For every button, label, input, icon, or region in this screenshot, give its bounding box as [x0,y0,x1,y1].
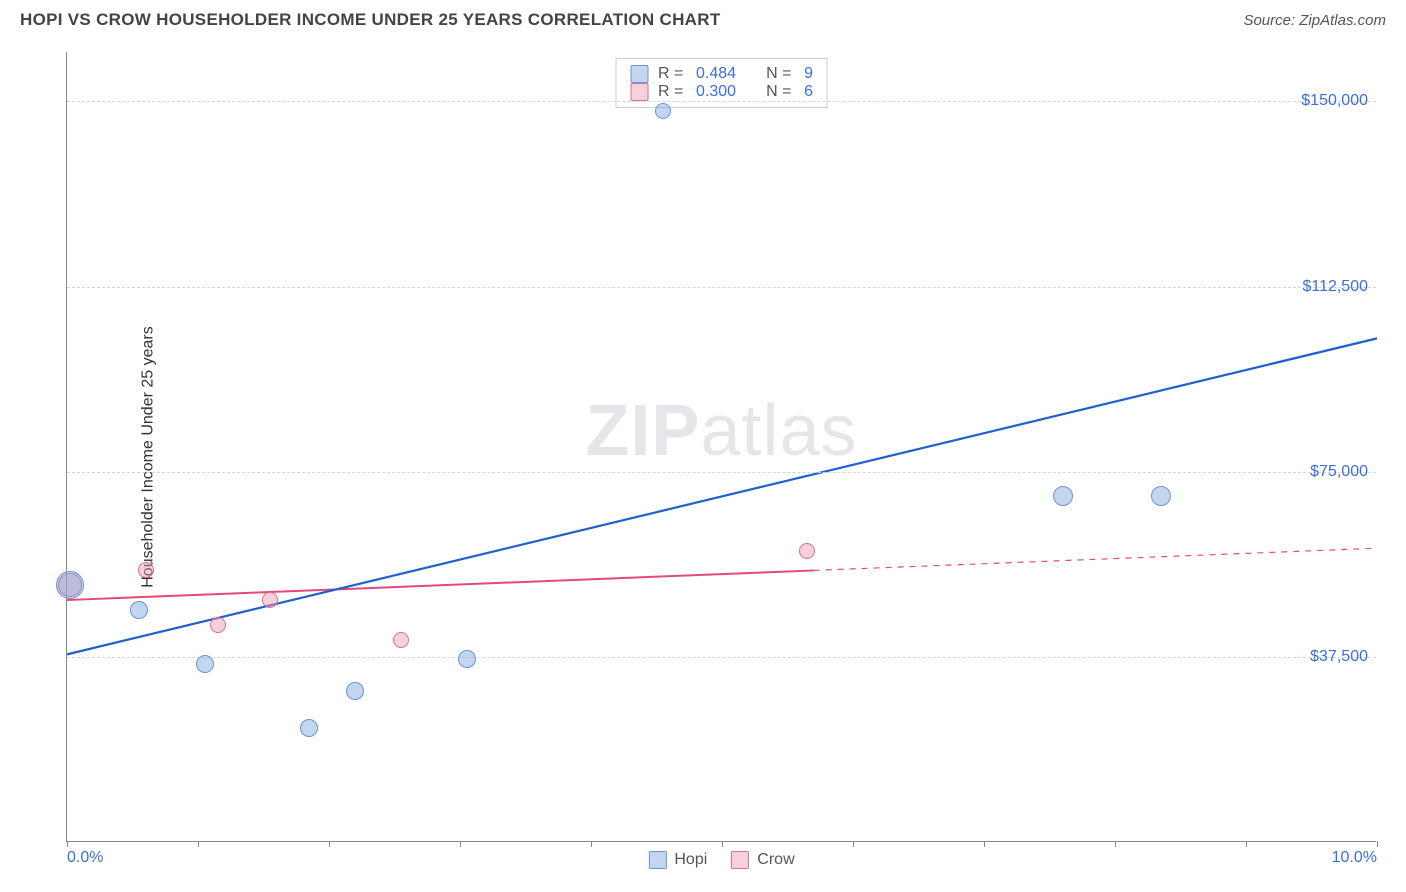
legend-label: Crow [757,851,794,869]
gridline [67,101,1376,102]
trend-lines-layer [67,52,1376,841]
series-legend: Hopi Crow [648,851,794,869]
header: HOPI VS CROW HOUSEHOLDER INCOME UNDER 25… [0,0,1406,36]
x-tick-mark [198,841,199,847]
trend-line [67,570,814,600]
crow-point [393,632,409,648]
y-tick-label: $112,500 [1302,278,1368,296]
plot-area: ZIPatlas R = 0.484 N = 9 R = 0.300 N = 6 [66,52,1376,842]
hopi-point [346,682,364,700]
crow-swatch-icon [731,851,749,869]
x-tick-mark [329,841,330,847]
y-tick-label: $150,000 [1301,92,1368,110]
n-value: 9 [804,65,813,83]
crow-swatch-icon [630,83,648,101]
chart-title: HOPI VS CROW HOUSEHOLDER INCOME UNDER 25… [20,10,721,30]
y-tick-label: $75,000 [1310,463,1368,481]
crow-point [138,562,154,578]
trend-line [67,338,1377,654]
y-tick-label: $37,500 [1310,648,1368,666]
trend-line [814,548,1377,570]
n-value: 6 [804,83,813,101]
hopi-point [300,719,318,737]
x-tick-mark [1377,841,1378,847]
x-tick-mark [591,841,592,847]
x-tick-label: 10.0% [1332,849,1377,867]
hopi-point [458,650,476,668]
gridline [67,287,1376,288]
correlation-row-crow: R = 0.300 N = 6 [630,83,813,101]
legend-item-crow: Crow [731,851,794,869]
r-label: R = [658,83,686,101]
crow-point [799,543,815,559]
x-tick-mark [853,841,854,847]
hopi-point [1151,486,1171,506]
hopi-swatch-icon [648,851,666,869]
x-tick-mark [1115,841,1116,847]
n-label: N = [766,65,794,83]
x-tick-mark [460,841,461,847]
x-tick-mark [984,841,985,847]
chart-container: Householder Income Under 25 years ZIPatl… [20,44,1386,870]
n-label: N = [766,83,794,101]
hopi-point [56,571,84,599]
x-tick-mark [1246,841,1247,847]
x-tick-mark [722,841,723,847]
hopi-swatch-icon [630,65,648,83]
crow-point [262,592,278,608]
crow-point [210,617,226,633]
correlation-row-hopi: R = 0.484 N = 9 [630,65,813,83]
legend-label: Hopi [674,851,707,869]
hopi-point [130,601,148,619]
hopi-point [196,655,214,673]
gridline [67,472,1376,473]
legend-item-hopi: Hopi [648,851,707,869]
hopi-point [655,103,671,119]
gridline [67,657,1376,658]
r-value: 0.300 [696,83,736,101]
r-value: 0.484 [696,65,736,83]
x-tick-label: 0.0% [67,849,103,867]
r-label: R = [658,65,686,83]
hopi-point [1053,486,1073,506]
x-tick-mark [67,841,68,847]
source-attribution: Source: ZipAtlas.com [1243,12,1386,29]
